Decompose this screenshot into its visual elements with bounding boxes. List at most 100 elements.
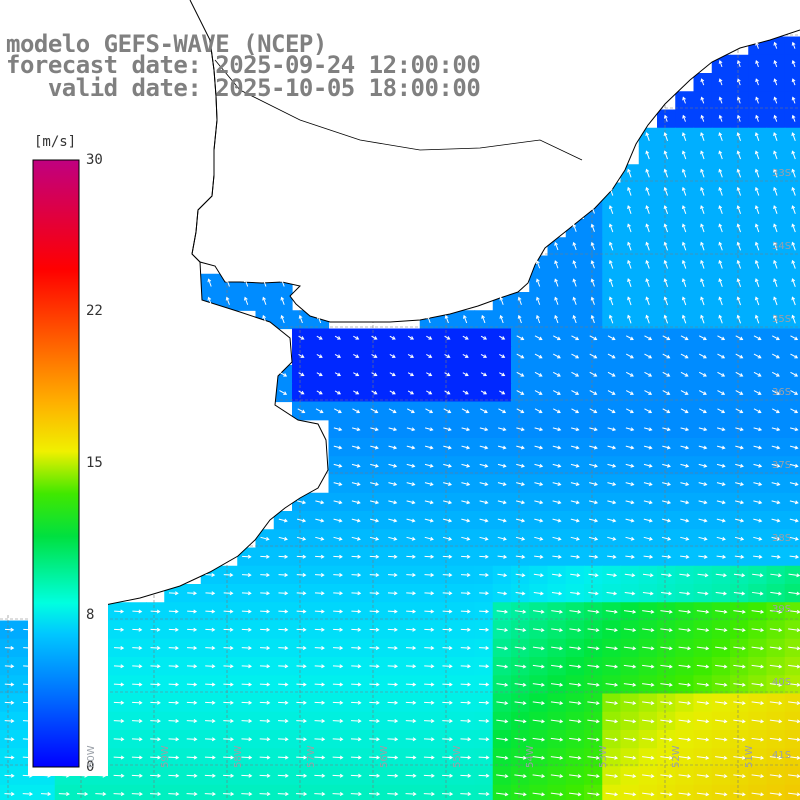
wind-arrow xyxy=(478,755,490,760)
wind-arrow xyxy=(625,463,635,468)
wind-arrow xyxy=(608,314,614,324)
wind-arrow xyxy=(716,427,726,432)
wind-arrow xyxy=(370,427,379,432)
wind-arrow xyxy=(423,755,435,760)
wind-arrow xyxy=(643,500,653,505)
wind-arrow xyxy=(388,518,398,523)
wind-arrow xyxy=(715,701,728,706)
wind-arrow xyxy=(733,737,746,742)
wind-arrow xyxy=(606,591,618,596)
wind-arrow xyxy=(369,646,380,650)
wind-arrow xyxy=(608,223,614,233)
wind-arrow xyxy=(496,755,509,760)
wind-arrow xyxy=(351,445,361,450)
wind-arrow xyxy=(225,296,230,305)
wind-arrow xyxy=(442,737,453,742)
speed-cell xyxy=(784,219,800,238)
wind-arrow xyxy=(535,260,541,269)
wind-arrow xyxy=(461,463,471,468)
wind-arrow xyxy=(718,223,723,233)
wind-arrow xyxy=(589,445,598,450)
wind-arrow xyxy=(424,573,435,577)
wind-arrow xyxy=(496,774,509,779)
wind-arrow xyxy=(460,664,471,669)
wind-arrow xyxy=(278,518,288,523)
wind-arrow xyxy=(552,371,561,377)
wind-arrow xyxy=(696,737,710,742)
wind-arrow xyxy=(532,755,546,760)
wind-arrow xyxy=(605,682,619,687)
wind-arrow xyxy=(627,186,632,196)
speed-cell xyxy=(182,784,202,800)
wind-arrow xyxy=(297,408,306,414)
wind-arrow xyxy=(461,445,471,450)
wind-arrow xyxy=(460,682,472,687)
wind-arrow xyxy=(333,609,344,614)
wind-arrow xyxy=(316,335,323,340)
wind-arrow xyxy=(479,518,489,523)
wind-arrow xyxy=(627,296,632,306)
wind-arrow xyxy=(662,500,672,505)
wind-arrow xyxy=(754,223,760,233)
wind-arrow xyxy=(791,278,796,287)
wind-arrow xyxy=(316,390,323,395)
wind-arrow xyxy=(678,609,692,614)
wind-arrow xyxy=(424,664,435,669)
wind-arrow xyxy=(551,591,563,596)
wind-arrow xyxy=(662,371,671,377)
wind-arrow xyxy=(589,353,598,359)
wind-arrow xyxy=(718,278,723,287)
wind-arrow xyxy=(186,682,198,687)
wind-arrow xyxy=(514,719,527,724)
wind-arrow xyxy=(370,463,379,468)
wind-arrow xyxy=(442,573,453,577)
wind-arrow xyxy=(625,335,634,341)
wind-arrow xyxy=(168,591,179,596)
wind-arrow xyxy=(298,335,305,340)
wind-arrow xyxy=(315,500,325,505)
wind-arrow xyxy=(371,335,378,340)
wind-arrow xyxy=(150,773,162,778)
wind-arrow xyxy=(569,755,582,760)
wind-arrow xyxy=(426,335,433,340)
wind-arrow xyxy=(696,755,710,760)
wind-arrow xyxy=(625,482,635,486)
wind-arrow xyxy=(205,627,216,632)
wind-arrow xyxy=(773,278,778,287)
wind-arrow xyxy=(369,609,380,614)
wind-arrow xyxy=(789,463,799,468)
speed-cell xyxy=(784,292,800,311)
wind-arrow xyxy=(570,573,581,578)
wind-arrow xyxy=(443,463,452,468)
wind-arrow xyxy=(773,114,778,122)
wind-arrow xyxy=(773,314,778,324)
wind-arrow xyxy=(351,700,362,705)
wind-arrow xyxy=(660,755,673,760)
wind-arrow xyxy=(516,482,525,486)
wind-arrow xyxy=(733,646,746,651)
speed-cell xyxy=(36,784,56,800)
wind-arrow xyxy=(353,372,360,377)
wind-arrow xyxy=(607,463,617,468)
wind-arrow xyxy=(660,719,673,724)
wind-arrow xyxy=(755,114,759,122)
wind-arrow xyxy=(259,792,271,796)
wind-arrow xyxy=(627,205,632,214)
lon-label-58w: 58W xyxy=(233,745,244,768)
wind-arrow xyxy=(278,719,289,723)
wind-arrow xyxy=(623,755,637,760)
wind-arrow xyxy=(680,463,690,468)
wind-arrow xyxy=(696,774,710,779)
wind-arrow xyxy=(773,78,778,86)
wind-arrow xyxy=(296,737,307,742)
wind-arrow xyxy=(572,278,577,287)
wind-arrow xyxy=(623,609,637,614)
wind-arrow xyxy=(715,573,727,578)
wind-arrow xyxy=(499,390,506,395)
wind-arrow xyxy=(478,664,490,669)
wind-arrow xyxy=(114,609,125,614)
wind-arrow xyxy=(406,482,416,486)
wind-arrow xyxy=(623,701,637,706)
wind-arrow xyxy=(296,646,307,650)
wind-arrow xyxy=(735,500,745,505)
